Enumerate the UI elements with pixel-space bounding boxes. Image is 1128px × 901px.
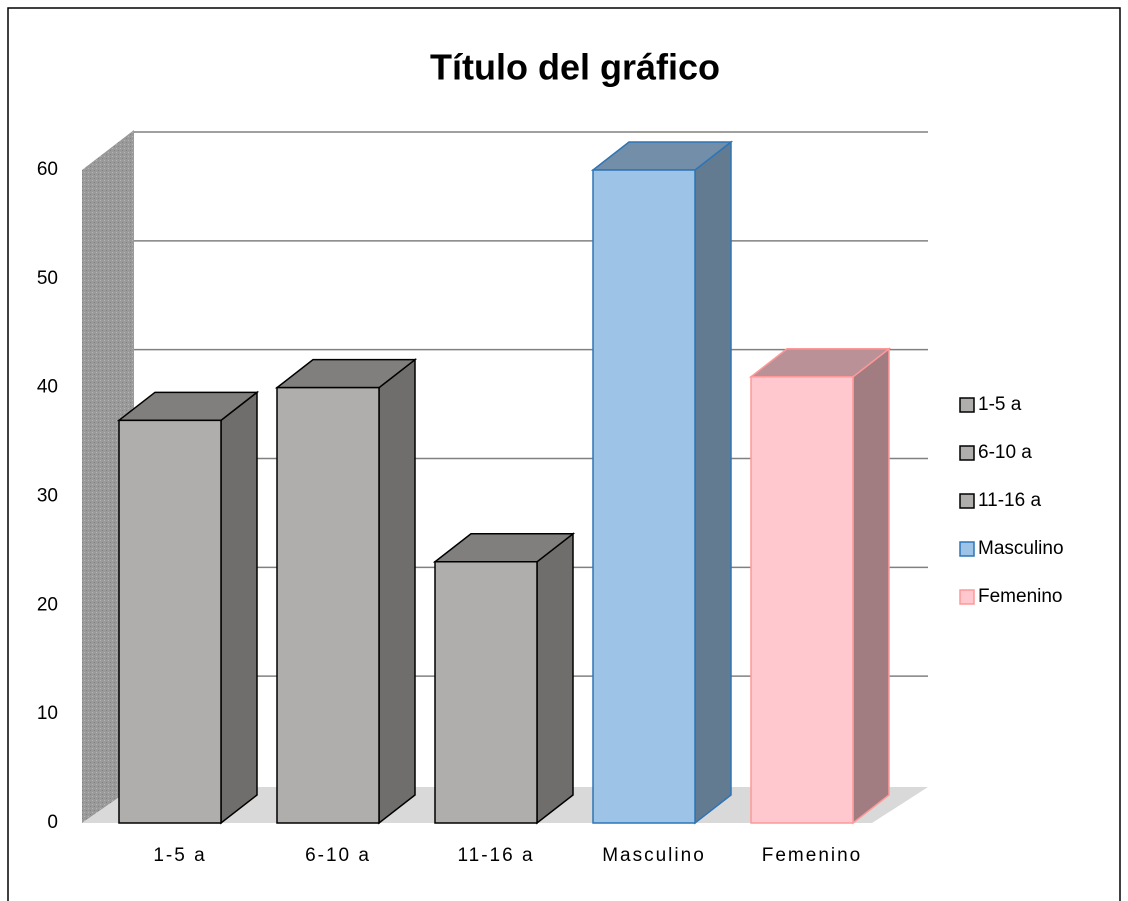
legend-swatch: [959, 541, 975, 557]
bar: [748, 347, 892, 825]
y-tick-label: 10: [37, 703, 58, 724]
legend-label: 1-5 a: [978, 394, 1022, 415]
chart-title: Título del gráfico: [430, 47, 720, 88]
bar-front: [118, 419, 222, 824]
y-tick-label: 0: [47, 812, 58, 833]
legend-swatch: [959, 397, 975, 413]
bar-side: [220, 390, 258, 825]
legend-swatch: [959, 445, 975, 461]
x-tick-label: 11-16 a: [457, 845, 534, 866]
legend-swatch: [959, 589, 975, 605]
legend-label: 6-10 a: [978, 442, 1032, 463]
frame: [7, 7, 1121, 901]
y-tick-label: 50: [37, 268, 58, 289]
x-tick-label: Masculino: [602, 845, 706, 866]
bar-front: [592, 169, 696, 824]
bar-side: [378, 358, 416, 825]
y-tick-label: 20: [37, 594, 58, 615]
bar-side: [694, 140, 732, 825]
bar-front: [434, 561, 538, 824]
y-tick-label: 60: [37, 159, 58, 180]
legend-label: Masculino: [978, 538, 1064, 559]
x-tick-label: Femenino: [762, 845, 863, 866]
y-tick-label: 30: [37, 486, 58, 507]
legend-label: Femenino: [978, 586, 1063, 607]
legend-label: 11-16 a: [978, 490, 1041, 511]
bar-front: [276, 386, 380, 824]
bar: [274, 358, 418, 825]
bar: [116, 390, 260, 825]
x-tick-label: 6-10 a: [305, 845, 371, 866]
bar-front: [750, 376, 854, 824]
bar: [432, 532, 576, 825]
bar: [590, 140, 734, 825]
bar-side: [536, 532, 574, 825]
bar-side: [852, 347, 890, 825]
legend-swatch: [959, 493, 975, 509]
x-tick-label: 1-5 a: [153, 845, 206, 866]
y-tick-label: 40: [37, 377, 58, 398]
